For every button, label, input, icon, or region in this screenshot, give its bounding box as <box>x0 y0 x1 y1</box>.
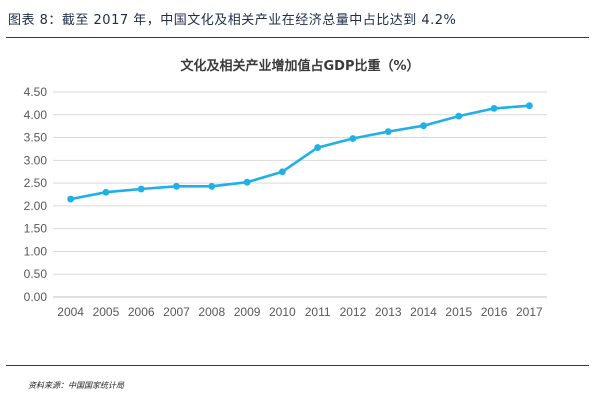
y-axis-ticks: 0.00 0.50 1.00 1.50 2.00 2.50 3.00 3.50 4.00 4.50 <box>24 85 48 304</box>
bottom-divider <box>6 365 589 366</box>
x-tick-label: 2008 <box>198 305 225 319</box>
y-tick-label: 1.00 <box>24 244 48 258</box>
x-tick-label: 2013 <box>375 305 402 319</box>
data-point-2017 <box>525 102 533 110</box>
chart-title: 文化及相关产业增加值占GDP比重（%） <box>180 58 419 74</box>
y-tick-label: 2.00 <box>24 199 48 213</box>
figure-heading: 图表 8：截至 2017 年，中国文化及相关产业在经济总量中占比达到 4.2% <box>8 13 457 28</box>
y-tick-label: 0.50 <box>24 267 48 281</box>
x-tick-label: 2009 <box>234 305 261 319</box>
y-tick-label: 4.00 <box>24 108 48 122</box>
y-tick-label: 1.50 <box>24 222 48 236</box>
gridlines <box>53 91 547 298</box>
x-tick-label: 2016 <box>481 305 508 319</box>
data-point-2013 <box>384 128 392 136</box>
data-point-2014 <box>420 122 427 130</box>
data-point-2005 <box>102 188 110 196</box>
x-axis-ticks: 2004 2005 2006 2007 2008 2009 2010 2011 2012 2013… <box>57 305 543 319</box>
y-tick-label: 4.50 <box>24 85 48 99</box>
y-tick-label: 2.50 <box>24 176 48 190</box>
x-tick-label: 2011 <box>305 305 331 319</box>
data-point-2012 <box>349 135 357 142</box>
data-points <box>67 102 533 203</box>
x-tick-label: 2010 <box>269 305 296 319</box>
top-divider <box>6 37 589 38</box>
data-point-2010 <box>278 168 286 176</box>
data-point-2004 <box>67 195 75 203</box>
source-note: 资料来源：中国国家统计局 <box>28 381 124 390</box>
x-tick-label: 2004 <box>57 305 84 319</box>
x-tick-label: 2007 <box>163 305 190 319</box>
data-point-2009 <box>243 178 251 186</box>
x-tick-label: 2014 <box>410 305 437 319</box>
x-tick-label: 2017 <box>516 305 543 319</box>
series-line <box>69 104 531 201</box>
y-tick-label: 3.50 <box>24 131 48 145</box>
data-point-2008 <box>208 182 216 190</box>
x-tick-label: 2015 <box>445 305 472 319</box>
data-point-2006 <box>137 185 145 193</box>
y-tick-label: 3.00 <box>24 153 48 167</box>
data-point-2011 <box>314 144 322 151</box>
data-point-2015 <box>455 112 463 120</box>
x-tick-label: 2006 <box>128 305 155 319</box>
x-tick-label: 2005 <box>93 305 120 319</box>
y-tick-label: 0.00 <box>24 290 48 304</box>
series-line-layer <box>69 104 531 201</box>
x-tick-label: 2012 <box>340 305 367 319</box>
data-point-2016 <box>490 105 498 112</box>
data-point-2007 <box>173 182 180 190</box>
